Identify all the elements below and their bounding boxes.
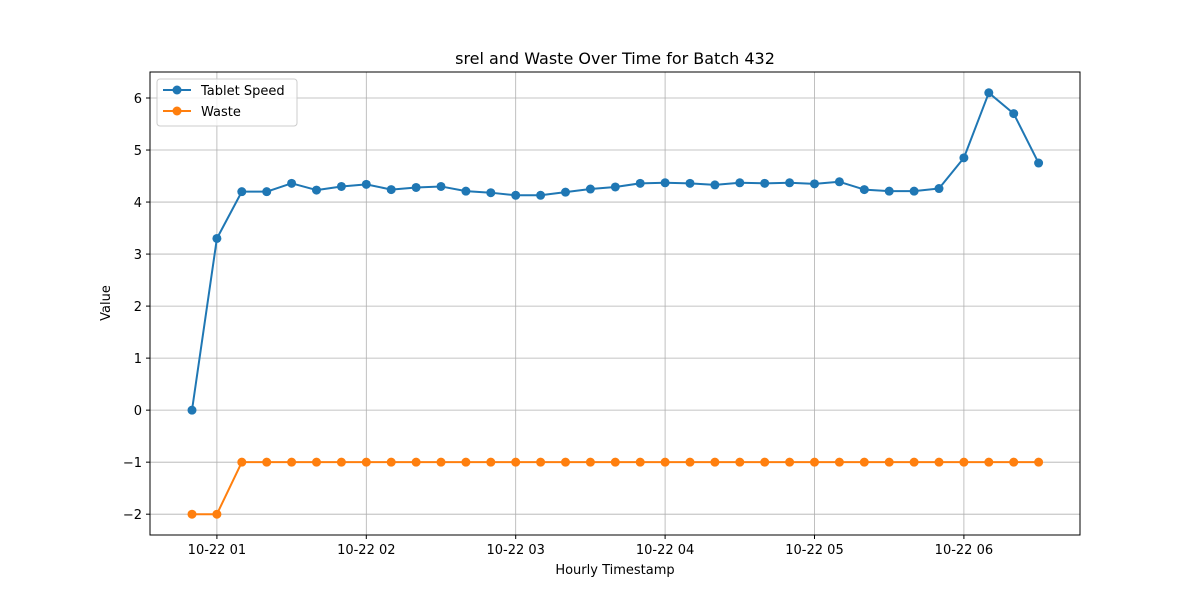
data-point-waste <box>536 457 546 467</box>
data-point-tablet-speed <box>361 179 371 189</box>
data-point-tablet-speed <box>685 178 695 188</box>
legend: Tablet Speed Waste <box>156 78 298 127</box>
x-axis-label: Hourly Timestamp <box>555 563 674 578</box>
data-point-tablet-speed <box>386 185 396 195</box>
data-point-waste <box>312 457 321 467</box>
y-tick-label: 1 <box>134 352 142 367</box>
data-point-waste <box>610 457 620 467</box>
data-point-waste <box>685 457 695 467</box>
data-point-waste <box>237 457 247 467</box>
legend-label-waste: Waste <box>201 105 241 120</box>
ticks: −2 −1 0 1 2 3 4 5 6 10-22 01 10-22 02 10-22 03 10-22… <box>123 92 993 558</box>
data-point-waste <box>262 457 272 467</box>
x-tick-label: 10-22 04 <box>636 543 694 558</box>
data-point-waste <box>959 457 969 467</box>
y-tick-label: −2 <box>123 508 142 523</box>
series-layer <box>187 88 1044 519</box>
data-point-tablet-speed <box>635 178 645 188</box>
data-point-waste <box>361 457 371 467</box>
legend-box <box>156 78 298 127</box>
legend-marker-waste <box>172 106 182 116</box>
data-point-tablet-speed <box>486 188 496 198</box>
data-point-waste <box>461 457 471 467</box>
data-point-waste <box>635 457 645 467</box>
data-point-tablet-speed <box>461 186 471 196</box>
data-point-waste <box>486 457 496 467</box>
y-tick-label: 6 <box>134 92 142 107</box>
data-point-tablet-speed <box>984 88 994 98</box>
data-point-tablet-speed <box>959 153 969 163</box>
data-point-tablet-speed <box>561 187 570 197</box>
x-tick-label: 10-22 02 <box>337 543 395 558</box>
data-point-waste <box>660 457 670 467</box>
data-point-waste <box>834 457 844 467</box>
data-point-tablet-speed <box>834 177 844 187</box>
data-point-waste <box>760 457 770 467</box>
y-tick-label: −1 <box>123 456 142 471</box>
data-point-tablet-speed <box>785 178 795 188</box>
data-point-tablet-speed <box>934 184 944 194</box>
data-point-waste <box>984 457 994 467</box>
data-point-waste <box>785 457 795 467</box>
data-point-tablet-speed <box>536 190 546 200</box>
data-point-waste <box>909 457 919 467</box>
data-point-tablet-speed <box>909 186 919 196</box>
data-point-tablet-speed <box>610 182 620 192</box>
data-point-tablet-speed <box>710 180 720 190</box>
y-tick-label: 0 <box>134 404 142 419</box>
data-point-tablet-speed <box>511 190 521 200</box>
legend-marker-tablet-speed <box>172 85 182 95</box>
x-tick-label: 10-22 03 <box>486 543 544 558</box>
data-point-waste <box>585 457 595 467</box>
data-point-waste <box>884 457 894 467</box>
data-point-waste <box>212 509 222 519</box>
data-point-waste <box>511 457 521 467</box>
y-tick-label: 2 <box>134 300 142 315</box>
data-point-tablet-speed <box>735 178 745 188</box>
data-point-tablet-speed <box>1034 158 1044 168</box>
data-point-tablet-speed <box>312 185 321 195</box>
data-point-waste <box>1034 457 1044 467</box>
data-point-waste <box>934 457 944 467</box>
data-point-waste <box>1009 457 1019 467</box>
data-point-tablet-speed <box>436 181 446 191</box>
data-point-tablet-speed <box>336 181 346 191</box>
data-point-waste <box>810 457 819 467</box>
data-point-waste <box>436 457 446 467</box>
data-point-waste <box>735 457 745 467</box>
y-tick-label: 4 <box>134 196 142 211</box>
data-point-tablet-speed <box>212 233 222 243</box>
plot-frame <box>149 71 1081 536</box>
data-point-tablet-speed <box>262 187 272 197</box>
data-point-tablet-speed <box>287 178 297 188</box>
y-tick-label: 5 <box>134 144 142 159</box>
legend-label-tablet-speed: Tablet Speed <box>200 84 285 99</box>
data-point-waste <box>411 457 421 467</box>
data-point-tablet-speed <box>237 187 247 197</box>
chart-title: srel and Waste Over Time for Batch 432 <box>455 49 775 68</box>
data-point-waste <box>561 457 570 467</box>
x-tick-label: 10-22 05 <box>785 543 843 558</box>
data-point-waste <box>710 457 720 467</box>
data-point-tablet-speed <box>859 185 869 195</box>
data-point-tablet-speed <box>411 182 421 192</box>
data-point-tablet-speed <box>760 178 770 188</box>
data-point-waste <box>187 509 197 519</box>
data-point-tablet-speed <box>884 186 894 196</box>
data-point-waste <box>336 457 346 467</box>
data-point-tablet-speed <box>187 405 197 415</box>
data-point-waste <box>859 457 869 467</box>
y-tick-label: 3 <box>134 248 142 263</box>
data-point-waste <box>386 457 396 467</box>
x-tick-label: 10-22 01 <box>188 543 246 558</box>
data-point-tablet-speed <box>1009 109 1019 119</box>
data-point-waste <box>287 457 297 467</box>
x-tick-label: 10-22 06 <box>935 543 993 558</box>
data-point-tablet-speed <box>660 178 670 188</box>
y-axis-label: Value <box>99 285 114 321</box>
data-point-tablet-speed <box>585 184 595 194</box>
data-point-tablet-speed <box>810 179 819 189</box>
